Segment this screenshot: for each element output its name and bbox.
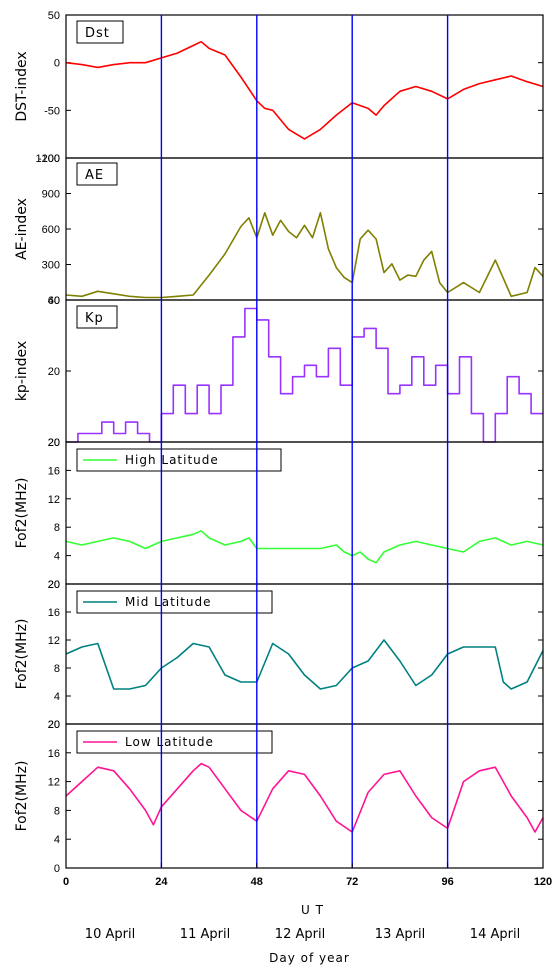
series-line-mid-latitude [65, 639, 544, 690]
y-tick-label: 8 [54, 663, 60, 675]
y-tick-label: 8 [54, 805, 60, 817]
y-tick-label: 4 [54, 691, 60, 703]
y-tick-label: 8 [54, 522, 60, 534]
legend-label: Mid Latitude [125, 595, 212, 609]
y-tick-label: -50 [44, 105, 60, 117]
x-axis-sublabel: Day of year [269, 951, 350, 965]
date-label: 14 April [470, 927, 520, 942]
y-tick-label: 20 [48, 719, 60, 731]
y-axis-label: DST-index [14, 51, 30, 121]
date-label: 12 April [275, 927, 325, 942]
y-tick-label: 900 [42, 189, 60, 201]
y-tick-label: 12 [48, 777, 60, 789]
legend-label: High Latitude [125, 453, 219, 467]
y-tick-label: 300 [42, 260, 60, 272]
y-tick-label: 0 [54, 58, 60, 70]
x-tick-label: 96 [441, 876, 453, 888]
series-line-dst [65, 40, 544, 140]
series-line-ae [65, 212, 544, 299]
y-tick-label: 50 [48, 10, 60, 22]
y-tick-label: 16 [48, 607, 60, 619]
y-axis-label: AE-index [14, 198, 30, 260]
y-tick-label: 20 [48, 579, 60, 591]
series-line-kp [66, 307, 543, 443]
panel-label-box [76, 20, 124, 44]
y-tick-label: 4 [54, 834, 60, 846]
y-tick-label: -100 [38, 153, 60, 165]
y-tick-label: 12 [48, 635, 60, 647]
date-label: 11 April [180, 927, 230, 942]
y-tick-label: 60 [48, 295, 60, 307]
panel-label: Kp [85, 311, 104, 326]
y-tick-label: 16 [48, 748, 60, 760]
y-tick-label: 0 [54, 863, 60, 875]
x-tick-label: 72 [346, 876, 358, 888]
y-tick-label: 1200 [36, 153, 60, 165]
y-tick-label: 16 [48, 465, 60, 477]
legend-label: Low Latitude [125, 735, 214, 749]
y-tick-label: 4 [54, 551, 60, 563]
y-tick-label: 20 [48, 437, 60, 449]
y-axis-label: kp-index [14, 341, 30, 401]
y-tick-label: 20 [48, 719, 60, 731]
panel-label-box [76, 305, 118, 329]
date-label: 13 April [375, 927, 425, 942]
y-axis-label: Fof2(MHz) [14, 619, 30, 690]
series-line-high-latitude [65, 529, 544, 564]
panel-label-box [76, 730, 273, 754]
panel-frame [65, 157, 544, 301]
x-tick-label: 0 [63, 876, 69, 888]
x-tick-label: 24 [155, 876, 168, 888]
y-tick-label: 20 [48, 437, 60, 449]
panel-label: Dst [85, 26, 110, 41]
y-axis-label: Fof2(MHz) [14, 478, 30, 549]
y-tick-label: 20 [48, 366, 60, 378]
x-tick-label: 48 [251, 876, 263, 888]
y-tick-label: 40 [48, 295, 60, 307]
panel-frame [65, 723, 544, 869]
series-line-low-latitude [65, 762, 544, 833]
x-axis-label: U T [301, 903, 324, 917]
y-tick-label: 12 [48, 494, 60, 506]
panel-label-box [76, 590, 273, 614]
panel-label-box [76, 448, 282, 472]
y-axis-label: Fof2(MHz) [14, 761, 30, 832]
panel-label: AE [85, 168, 104, 183]
y-tick-label: 20 [48, 579, 60, 591]
x-tick-label: 120 [534, 876, 552, 888]
y-tick-label: 600 [42, 224, 60, 236]
date-label: 10 April [85, 927, 135, 942]
panel-label-box [76, 162, 118, 186]
